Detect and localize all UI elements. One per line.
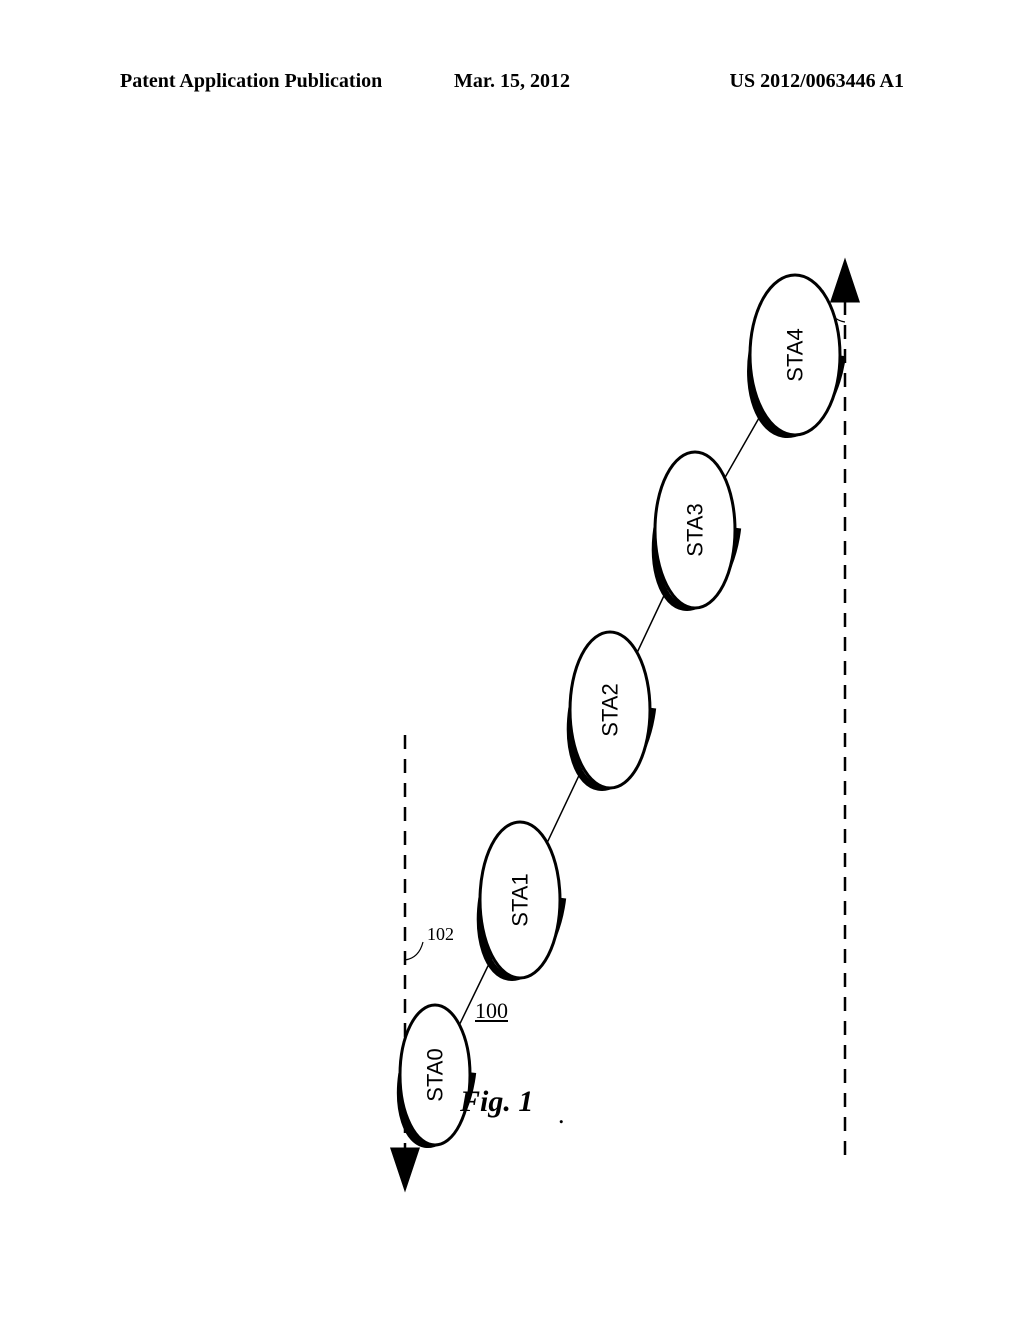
figure-1: 101102STA0STA1STA2STA3STA4 Fig. 1 . 100 [0,0,1024,1320]
node-label-sta2: STA2 [598,683,623,736]
page: Patent Application Publication Mar. 15, … [0,0,1024,1320]
node-label-sta4: STA4 [783,328,808,381]
figure-caption: Fig. 1 [460,1085,533,1119]
figure-svg: 101102STA0STA1STA2STA3STA4 [180,120,960,1220]
node-label-sta0: STA0 [423,1048,448,1101]
figure-caption-dot: . [558,1100,565,1130]
node-label-sta1: STA1 [508,873,533,926]
ref-102: 102 [427,924,454,944]
node-label-sta3: STA3 [683,503,708,556]
ref-100: 100 [475,998,508,1024]
